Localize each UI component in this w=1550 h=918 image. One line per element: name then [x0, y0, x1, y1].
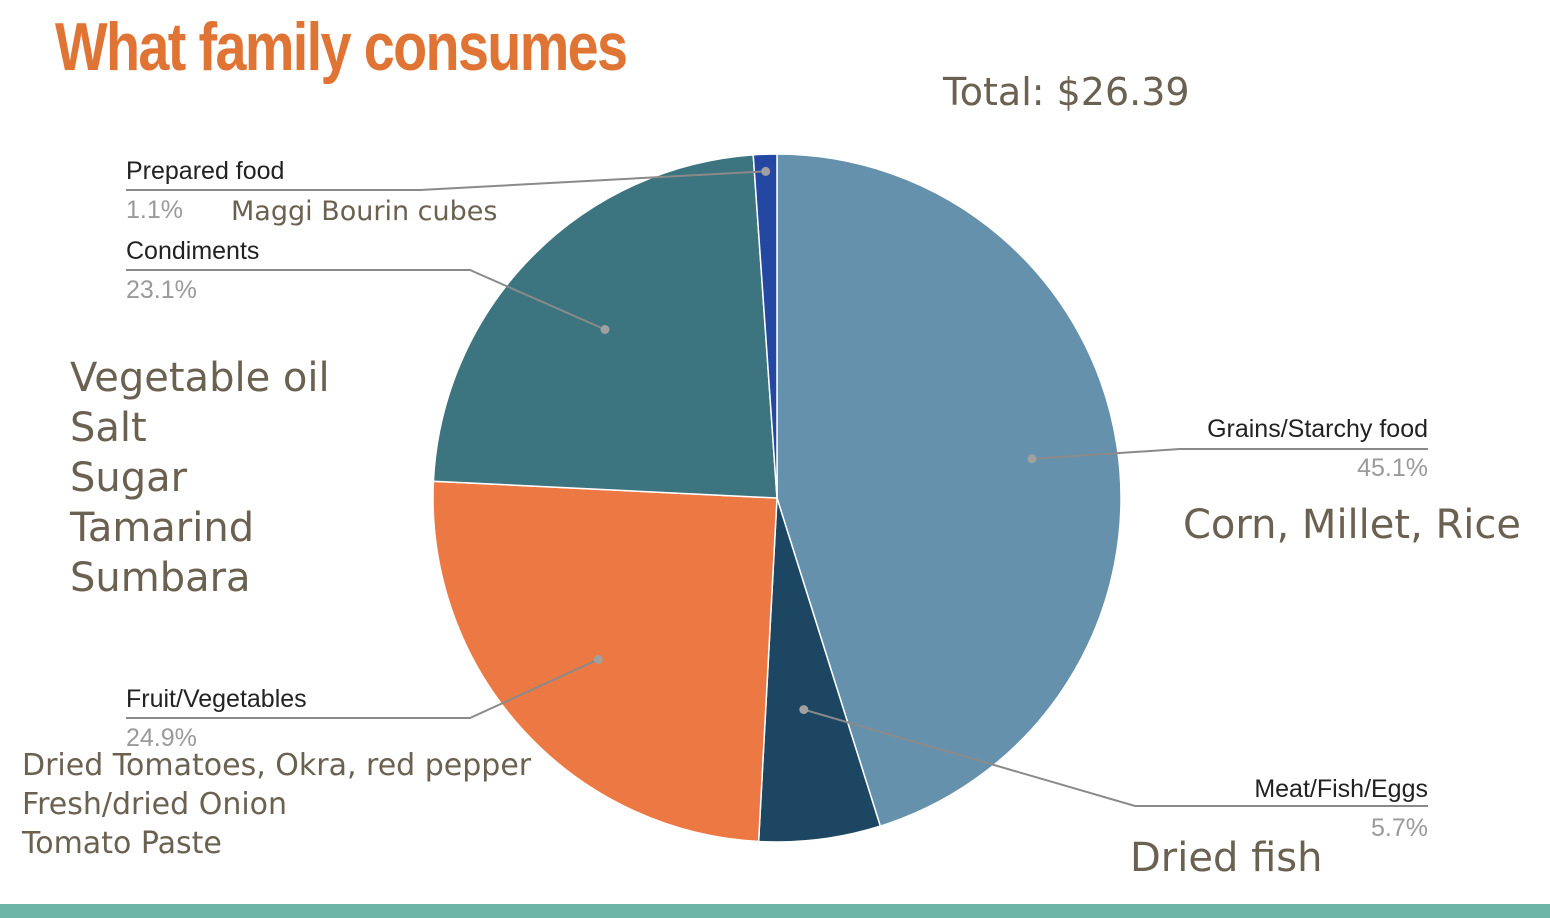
leader-line [1031, 448, 1428, 460]
slice-label: Prepared food [126, 157, 284, 185]
grains-note: Corn, Millet, Rice [1183, 502, 1522, 548]
footer-bar [0, 904, 1550, 918]
pie-slice [776, 153, 1122, 828]
prepared-food-note: Maggi Bourin cubes [231, 196, 498, 227]
slice-percent-label: 24.9% [126, 724, 197, 752]
pie-slice [432, 480, 778, 843]
condiments-note-item: Vegetable oil [70, 355, 330, 401]
fruit-note-list: Dried Tomatoes, Okra, red pepper Fresh/d… [22, 746, 531, 863]
leader-line [126, 269, 606, 331]
slice-percent-label: 1.1% [126, 196, 183, 224]
pie-slices [432, 153, 1122, 843]
slice-label: Grains/Starchy food [1207, 415, 1428, 443]
condiments-note-item: Tamarind [70, 505, 255, 551]
leader-line [803, 708, 1428, 807]
leader-dot [1027, 454, 1037, 464]
meat-note: Dried fish [1130, 835, 1323, 881]
slice-label: Fruit/Vegetables [126, 685, 307, 713]
fruit-note-item: Fresh/dried Onion [22, 787, 288, 822]
slice-percent-label: 5.7% [1371, 814, 1428, 842]
slice-label: Condiments [126, 237, 259, 265]
fruit-note-item: Tomato Paste [22, 826, 222, 861]
slice-percent-label: 23.1% [126, 276, 197, 304]
leader-line [126, 658, 599, 719]
leader-dot [593, 654, 603, 664]
slide-title: What family consumes [55, 9, 628, 85]
pie-leaders: Grains/Starchy food 45.1% Meat/Fish/Eggs 5.… [126, 157, 1428, 842]
condiments-note-item: Sumbara [70, 555, 251, 601]
pie-slice [752, 153, 778, 499]
condiments-note-item: Salt [70, 405, 147, 451]
total-amount: Total: $26.39 [943, 70, 1190, 114]
leader-dot [799, 705, 809, 715]
condiments-note-item: Sugar [70, 455, 188, 501]
slice-label: Meat/Fish/Eggs [1254, 775, 1428, 803]
slice-percent-label: 45.1% [1357, 454, 1428, 482]
fruit-note-item: Dried Tomatoes, Okra, red pepper [22, 748, 532, 783]
leader-dot [761, 166, 771, 176]
leader-dot [600, 325, 610, 334]
condiments-note-list: Vegetable oil Salt Sugar Tamarind Sumbar… [70, 353, 330, 603]
leader-line [126, 170, 766, 191]
